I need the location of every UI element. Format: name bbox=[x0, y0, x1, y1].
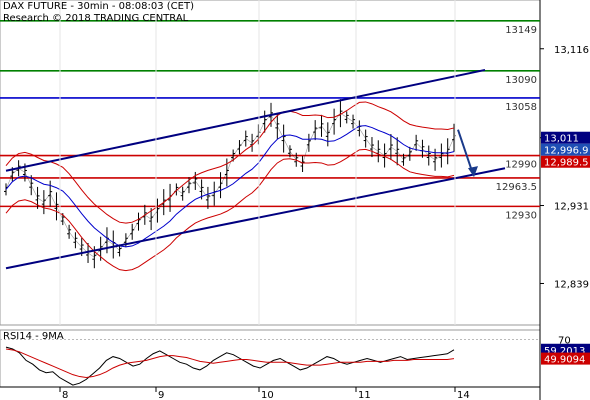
time-tick-14: 14 bbox=[457, 390, 470, 400]
rsi-panel-frame bbox=[0, 329, 541, 388]
rsi-ma-value-box-text: 49.9094 bbox=[544, 355, 585, 366]
last-price-box-text: 13,011 bbox=[544, 134, 579, 145]
bb-value-box bbox=[541, 155, 590, 168]
rsi-value-box-text: 59.2013 bbox=[544, 346, 585, 357]
bollinger-upper-band bbox=[5, 101, 455, 224]
rsi-ma-line bbox=[5, 348, 455, 379]
time-tick-11: 11 bbox=[358, 390, 371, 400]
ma-value-box bbox=[541, 143, 590, 156]
price-tick-13116: 13,116 bbox=[554, 45, 589, 56]
price-tick-12839: 12,839 bbox=[554, 279, 589, 290]
rsi-ma-value-box bbox=[541, 352, 590, 365]
level-label-13058: 13058 bbox=[505, 102, 537, 113]
time-tick-9: 9 bbox=[158, 390, 164, 400]
level-label-12990: 12990 bbox=[505, 160, 537, 171]
ma-value-box-text: 12,996.9 bbox=[544, 146, 589, 157]
time-tick-10: 10 bbox=[261, 390, 274, 400]
rsi-line bbox=[5, 346, 455, 386]
chart-title: DAX FUTURE - 30min - 08:08:03 (CET) bbox=[3, 1, 194, 12]
bb-value-box-text: 12,989.5 bbox=[544, 158, 589, 169]
level-label-12963.5: 12963.5 bbox=[496, 182, 537, 193]
channel-lower-line bbox=[5, 167, 506, 270]
level-label-13149: 13149 bbox=[505, 25, 537, 36]
price-panel-frame bbox=[0, 0, 541, 326]
time-tick-8: 8 bbox=[62, 390, 68, 400]
projection-arrow-shaft bbox=[457, 129, 474, 175]
bollinger-lower-band bbox=[5, 148, 455, 272]
channel-upper-line bbox=[5, 68, 486, 172]
moving-average-line bbox=[5, 125, 455, 248]
price-series-line bbox=[5, 112, 455, 258]
level-label-12930: 12930 bbox=[505, 210, 537, 221]
copyright-notice: Research © 2018 TRADING CENTRAL bbox=[3, 13, 189, 24]
rsi-tick-70: 70 bbox=[558, 336, 571, 347]
projection-arrow-head bbox=[468, 166, 478, 178]
last-price-box bbox=[541, 131, 590, 144]
level-label-13090: 13090 bbox=[505, 75, 537, 86]
price-tick-12931: 12,931 bbox=[554, 202, 589, 213]
rsi-title: RSI14 - 9MA bbox=[3, 331, 64, 342]
